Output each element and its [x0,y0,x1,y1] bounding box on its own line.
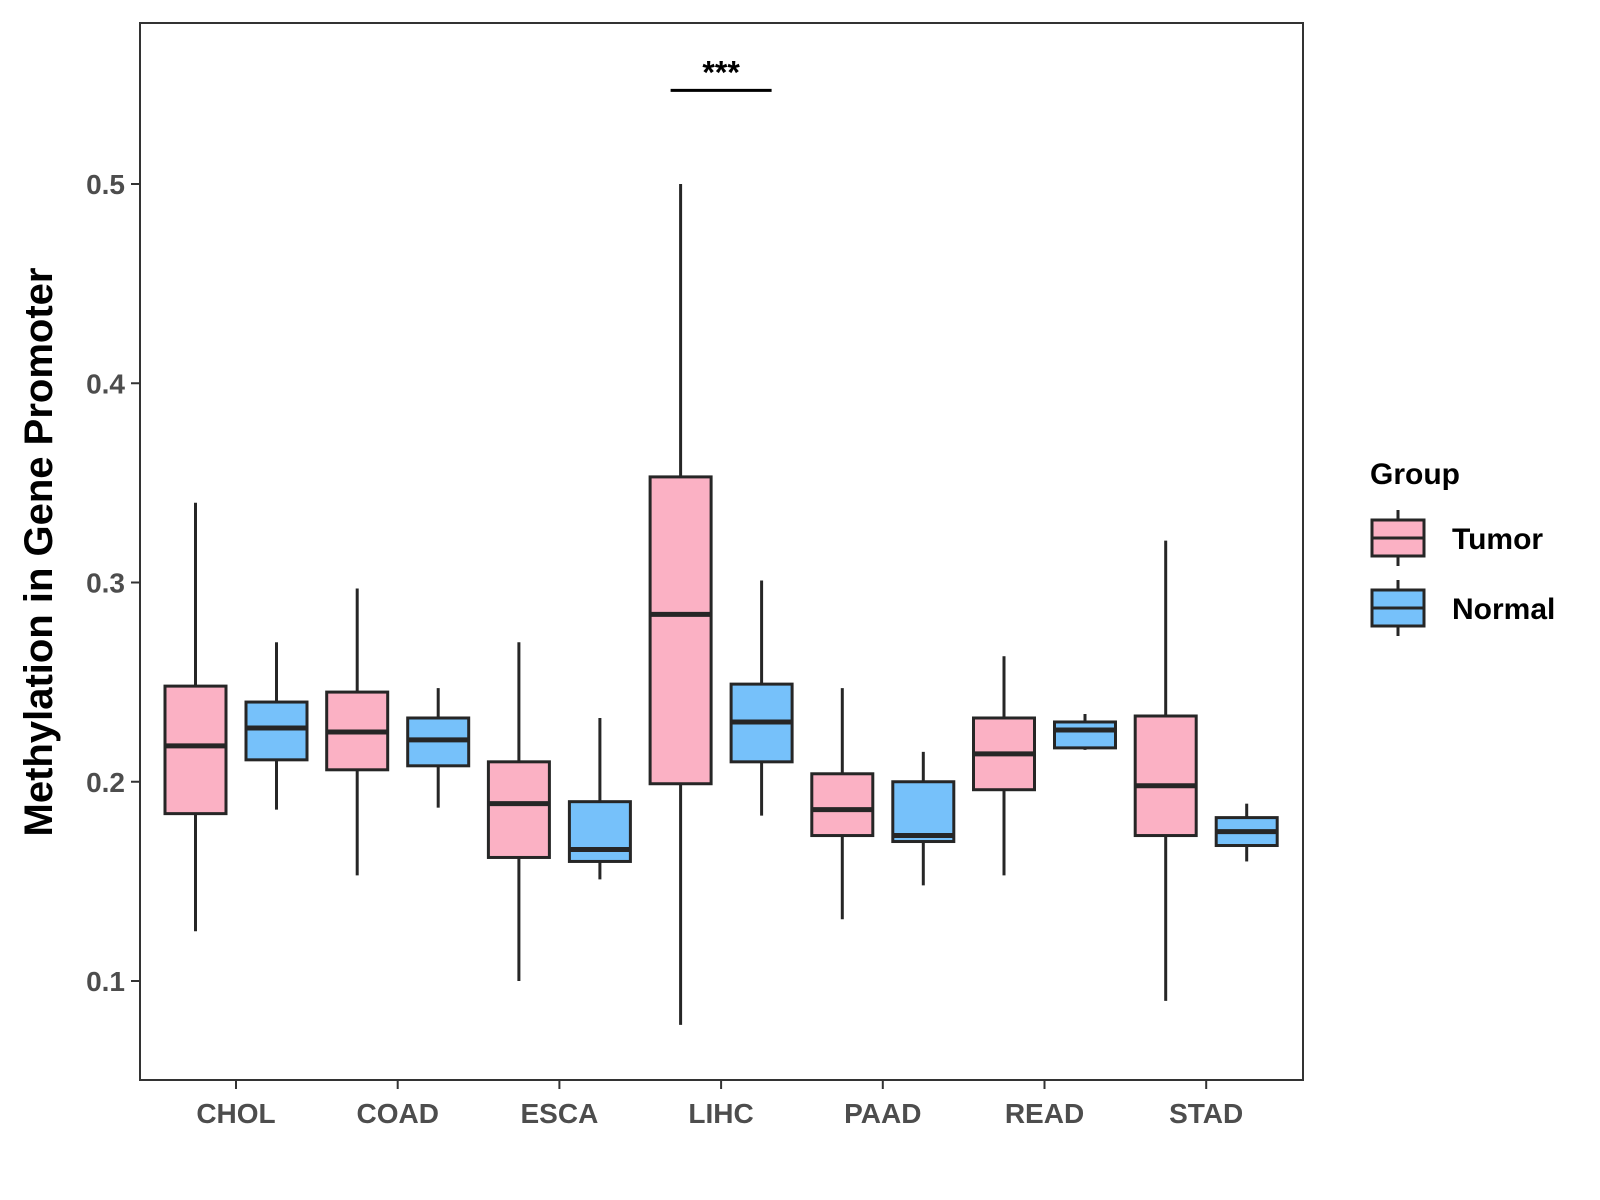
box-iqr [486,760,551,859]
box-series [163,184,1279,1025]
box-iqr [567,800,632,863]
box-tumor-stad [1133,540,1198,1001]
box-tumor-lihc [648,184,713,1025]
x-tick-label-read: READ [1005,1098,1084,1129]
box-iqr [163,684,228,816]
box-tumor-read [972,656,1036,876]
x-axis: CHOL COAD ESCA LIHC PAAD READ STAD [196,1080,1243,1129]
y-tick-label: 0.5 [86,169,125,200]
box-iqr [891,780,956,844]
significance-annotations: *** [670,54,772,92]
x-tick-label-coad: COAD [356,1098,438,1129]
x-tick-label-lihc: LIHC [688,1098,753,1129]
box-iqr [1053,720,1117,750]
box-normal-paad [891,751,956,886]
series-tumor [163,184,1198,1025]
y-tick-label: 0.1 [86,966,125,997]
x-tick-label-paad: PAAD [844,1098,921,1129]
box-tumor-paad [810,688,875,920]
y-axis-title: Methylation in Gene Promoter [17,268,61,837]
box-normal-esca [567,717,632,880]
series-normal [244,580,1279,886]
legend-label: Normal [1452,593,1555,626]
x-tick-label-esca: ESCA [521,1098,599,1129]
significance-label: *** [702,54,740,90]
legend-title: Group [1370,458,1460,491]
box-iqr [648,475,713,786]
y-axis: 0.1 0.2 0.3 0.4 0.5 [86,169,140,997]
y-tick-label: 0.4 [86,368,125,399]
legend-entry-normal: Normal [1370,580,1555,636]
box-normal-stad [1214,803,1279,862]
box-normal-coad [406,688,471,808]
box-normal-chol [244,642,309,810]
legend: Group Tumor Normal [1370,458,1555,636]
box-iqr [244,700,309,762]
box-normal-read [1053,714,1117,750]
box-tumor-coad [325,588,390,876]
box-tumor-chol [163,502,228,932]
box-normal-lihc [729,580,794,816]
box-iqr [810,772,875,838]
legend-entry-tumor: Tumor [1370,510,1543,566]
x-tick-label-stad: STAD [1169,1098,1243,1129]
box-tumor-esca [486,642,551,981]
y-tick-label: 0.2 [86,767,125,798]
plot-panel [139,22,1304,1081]
box-iqr [1133,714,1198,838]
x-tick-label-chol: CHOL [196,1098,275,1129]
legend-label: Tumor [1452,523,1543,556]
y-tick-label: 0.3 [86,568,125,599]
